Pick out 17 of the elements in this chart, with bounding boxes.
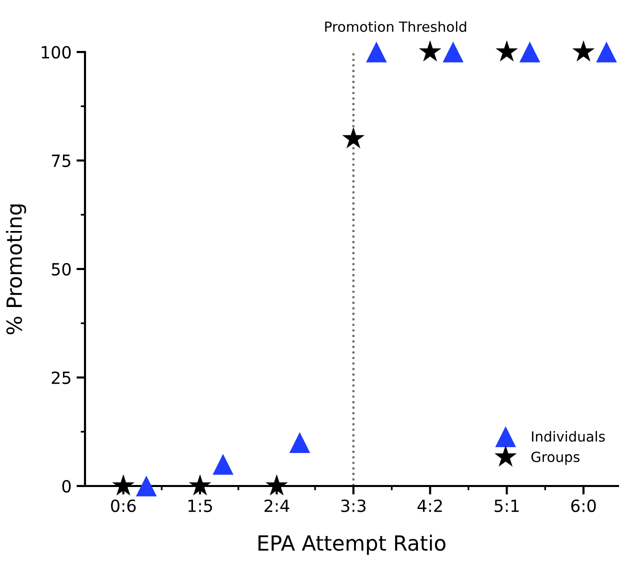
legend-label: Groups: [531, 452, 580, 465]
y-axis-title: % Promoting: [6, 204, 26, 334]
y-tick-label: 25: [52, 371, 70, 384]
x-axis-title: EPA Attempt Ratio: [258, 534, 446, 555]
y-tick-label: 100: [42, 46, 71, 59]
x-tick-label: 1:5: [188, 500, 212, 512]
y-tick-label: 75: [52, 154, 70, 168]
ref-line-label: Promotion Threshold: [325, 21, 466, 32]
x-tick-label: 0:6: [111, 499, 136, 512]
x-tick-label: 3:3: [341, 499, 366, 512]
y-tick-label: 50: [52, 262, 71, 276]
x-tick-label: 2:4: [264, 499, 290, 512]
x-tick-label: 5:1: [494, 500, 519, 512]
x-tick-label: 6:0: [571, 499, 596, 512]
legend-label: Individuals: [532, 430, 605, 442]
x-tick-label: 4:2: [418, 499, 442, 512]
y-tick-label: 0: [62, 480, 71, 493]
